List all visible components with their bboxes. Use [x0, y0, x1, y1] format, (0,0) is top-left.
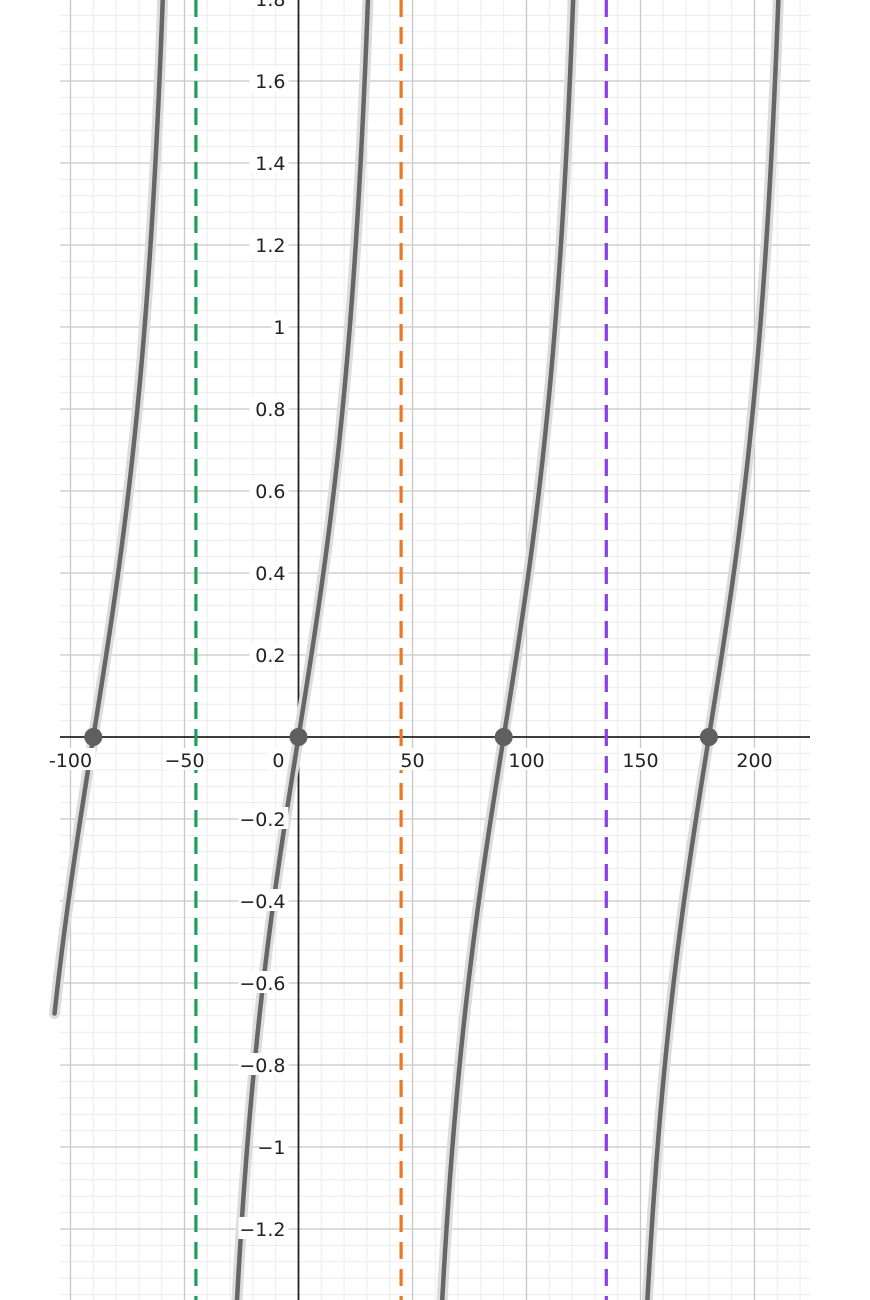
y-tick-label: 1.2 [255, 235, 285, 257]
y-tick-label: 1.4 [255, 153, 285, 175]
y-tick-label: 0.2 [255, 645, 285, 667]
asymptote-lines [194, 0, 608, 1300]
tick-label-bg [735, 748, 774, 770]
y-tick-label: 0.8 [255, 399, 285, 421]
y-tick-label: 0.6 [255, 481, 285, 503]
tick-label-bg [249, 479, 289, 501]
zero-point[interactable] [84, 728, 103, 746]
curve-branch-2 [234, 0, 371, 1300]
tick-label-bg [249, 69, 289, 91]
curve-branch-3 [439, 0, 576, 1300]
tick-label-bg [238, 1053, 289, 1075]
tick-label-bg [249, 151, 289, 173]
y-tick-label: −0.8 [239, 1055, 285, 1077]
y-tick-label: 1.8 [255, 0, 285, 11]
tick-label-bg [238, 889, 289, 911]
axes [60, 0, 810, 1300]
y-tick-label: 1.6 [255, 71, 285, 93]
y-tick-label: 0.4 [255, 563, 285, 585]
tick-labels: -100 −50 0 50 100 150 200 1.8 1.6 1.4 1.2 1 0.8 0.6 0.… [45, 0, 774, 1241]
tick-label-bg [249, 397, 289, 419]
x-tick-label: 0 [272, 750, 284, 772]
tangent-curve [49, 0, 784, 1300]
y-tick-label: −0.2 [239, 809, 285, 831]
tick-label-bg [238, 1217, 289, 1239]
zero-point[interactable] [699, 728, 718, 746]
tick-label-bg [249, 233, 289, 255]
x-tick-label: 50 [400, 750, 424, 772]
curve-branch-4 [645, 0, 781, 1300]
y-tick-label: −0.6 [239, 973, 285, 995]
tick-label-bg [507, 748, 546, 770]
zero-points [84, 728, 718, 746]
tick-label-bg [249, 643, 289, 665]
tick-label-bg [249, 561, 289, 583]
x-tick-label: 100 [508, 750, 544, 772]
y-tick-label: −1 [257, 1137, 285, 1159]
curve-branch-1 [52, 0, 165, 1016]
zero-point[interactable] [494, 728, 513, 746]
zero-point[interactable] [289, 728, 308, 746]
tick-label-bg [238, 807, 289, 829]
tick-label-bg [165, 748, 204, 770]
x-tick-label: -100 [49, 750, 92, 772]
y-tick-label: −1.2 [239, 1219, 285, 1241]
curve-halo [641, 0, 784, 1300]
tick-label-bg [45, 748, 96, 770]
x-tick-label: −50 [164, 750, 204, 772]
tick-label-bg [271, 315, 289, 337]
minor-grid [60, 0, 810, 1300]
tick-label-bg [267, 748, 285, 770]
x-tick-label: 150 [622, 750, 658, 772]
x-tick-label: 200 [736, 750, 772, 772]
tick-label-bg [621, 748, 660, 770]
tick-label-bg [238, 971, 289, 993]
tick-label-bg [249, 0, 289, 9]
y-tick-label: −0.4 [239, 891, 285, 913]
tick-label-bg [260, 1135, 289, 1157]
y-tick-label: 1 [273, 317, 285, 339]
major-grid [60, 0, 810, 1300]
curve-halo [436, 0, 579, 1300]
tick-label-bg [398, 748, 427, 770]
